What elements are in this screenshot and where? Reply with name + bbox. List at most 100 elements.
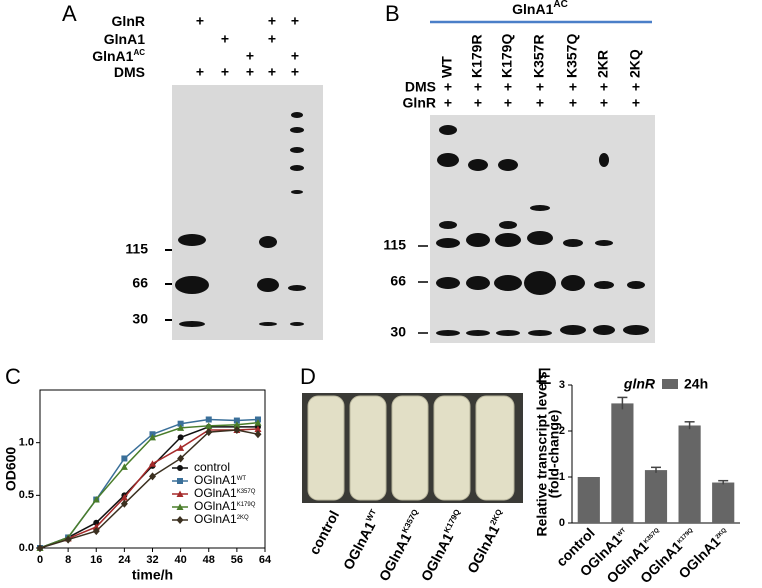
point <box>177 420 184 427</box>
legend-label: control <box>194 460 230 474</box>
point <box>176 503 184 510</box>
point <box>205 422 213 429</box>
tube-label: OGlnA1K357Q <box>375 508 426 584</box>
plus-sign: + <box>632 79 640 95</box>
tube-label: OGlnA1WT <box>339 507 384 572</box>
x-tick-label-sup: 2KQ <box>715 527 728 540</box>
row-label-base: GlnR <box>112 13 145 29</box>
row-label: GlnA1AC <box>92 48 145 64</box>
plus-sign: + <box>444 79 452 95</box>
y-axis-label: Relative transcript levels <box>534 371 550 536</box>
x-tick-label-sup: K179Q <box>676 527 694 545</box>
point <box>177 465 183 471</box>
plus-sign: + <box>600 79 608 95</box>
tube-label-base: OGlnA1 <box>375 530 414 584</box>
legend-swatch <box>662 379 678 389</box>
plus-sign: + <box>246 64 254 80</box>
bar <box>712 482 735 523</box>
x-tick-label-sup: K357Q <box>643 527 661 545</box>
plus-sign: + <box>444 95 452 111</box>
x-tick-label: 64 <box>259 554 272 566</box>
chart-title: glnR <box>623 376 656 392</box>
plus-sign: + <box>504 95 512 111</box>
point <box>254 430 262 439</box>
legend-label-base: control <box>194 460 230 474</box>
lane-label: K179R <box>469 34 485 78</box>
legend-label-base: OGlnA1 <box>194 473 237 487</box>
x-tick-label: 0 <box>37 554 43 566</box>
tube-label-base: OGlnA1 <box>417 530 456 584</box>
tube-label-base: control <box>306 508 342 557</box>
row-label-base: GlnA1 <box>104 31 145 47</box>
tube-label: OGlnA1K179Q <box>417 508 468 584</box>
point <box>92 523 100 530</box>
x-tick-label: 56 <box>231 554 243 566</box>
marker-label: 66 <box>132 275 148 291</box>
point <box>205 428 213 437</box>
tube-label-sup: K357Q <box>400 508 420 535</box>
bar <box>577 477 600 523</box>
plus-sign: + <box>246 48 254 64</box>
plus-sign: + <box>474 95 482 111</box>
plus-sign: + <box>536 95 544 111</box>
plus-sign: + <box>632 95 640 111</box>
plus-sign: + <box>221 31 229 47</box>
row-label-sup: AC <box>133 48 145 57</box>
point <box>149 472 156 481</box>
bar <box>678 425 701 523</box>
lane-label: K357Q <box>564 34 580 78</box>
plus-sign: + <box>291 13 299 29</box>
bar <box>611 403 634 523</box>
x-tick-label: 48 <box>203 554 215 566</box>
row-label: DMS <box>114 64 145 80</box>
point <box>93 519 100 526</box>
group-header: GlnA1AC <box>512 0 568 17</box>
point <box>233 426 241 435</box>
point <box>36 544 44 552</box>
tube-label-base: OGlnA1 <box>339 518 378 572</box>
lane-label: 2KQ <box>627 49 643 78</box>
point <box>120 493 128 501</box>
tube-label: OGlnA12KQ <box>464 508 510 576</box>
point <box>177 444 185 451</box>
plus-sign: + <box>268 31 276 47</box>
row-label: GlnR <box>403 95 436 111</box>
legend-label-sup: K179Q <box>237 502 256 508</box>
point <box>205 416 212 423</box>
bands-b <box>436 125 649 336</box>
panel-letter: D <box>300 364 316 389</box>
y-tick-label: 1 <box>559 471 565 483</box>
blot-b <box>430 115 655 343</box>
row-label-base: DMS <box>114 64 145 80</box>
marker-label: 66 <box>390 273 406 289</box>
x-axis-label: time/h <box>132 567 173 583</box>
x-tick-label: 8 <box>65 554 71 566</box>
y-tick-label: 2 <box>559 425 565 437</box>
bands-a <box>175 112 306 327</box>
legend-label-base: OGlnA1 <box>194 512 237 526</box>
point <box>254 419 262 426</box>
x-tick-label: 40 <box>175 554 187 566</box>
marker-label: 115 <box>383 237 406 253</box>
tube-label-sup: WT <box>364 507 378 522</box>
point <box>233 417 240 424</box>
point <box>177 424 185 431</box>
y-tick-label: 0 <box>559 517 565 529</box>
row-label-base: GlnA1 <box>92 48 133 64</box>
x-tick-label-sup: WT <box>616 527 627 538</box>
lane-label: K179Q <box>499 34 515 78</box>
legend-label: OGlnA12KQ <box>194 512 249 526</box>
marker-label: 30 <box>390 324 406 340</box>
panel-letter: A <box>62 1 77 26</box>
point <box>177 434 184 441</box>
point <box>176 516 184 524</box>
plus-sign: + <box>221 64 229 80</box>
x-tick-label: 16 <box>90 554 102 566</box>
point <box>149 460 156 467</box>
tube-label-sup: 2KQ <box>488 508 504 527</box>
tube-label-sup: K179Q <box>442 508 462 535</box>
group-header-sup: AC <box>553 0 567 10</box>
tube-label: control <box>306 508 342 557</box>
row-label: DMS <box>405 79 436 95</box>
plus-sign: + <box>196 13 204 29</box>
